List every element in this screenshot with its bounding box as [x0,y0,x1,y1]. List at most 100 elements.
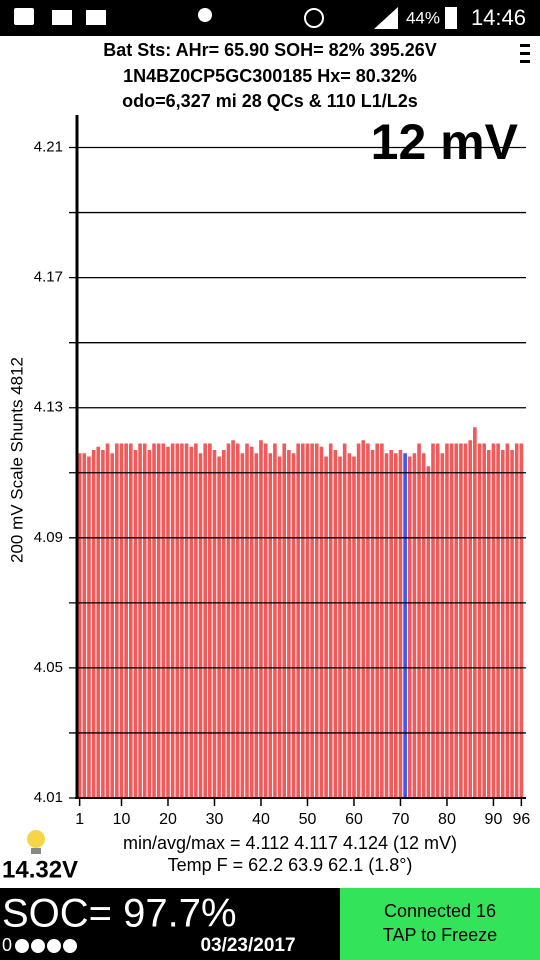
bar [156,443,161,798]
bar [333,449,338,798]
bar [77,453,82,798]
bar [133,449,138,798]
header-line: Bat Sts: AHr= 65.90 SOH= 82% 395.26V [103,40,437,60]
bar [240,453,245,798]
bar [263,443,268,798]
bar [431,443,435,798]
bar [152,443,156,798]
bar [245,443,249,798]
bar [319,446,324,798]
bar [124,443,128,798]
bar [361,440,366,798]
plot: 4.01 4.05 4.09 4.13 4.17 4.21 1 10 20 30 40 50 60 70 8… [34,115,530,828]
freeze-button[interactable] [340,888,540,960]
bar [282,443,287,798]
y-axis-label: 200 mV Scale Shunts 4812 [7,357,26,563]
bar [342,443,347,798]
bar [314,443,319,798]
bar [138,443,142,798]
x-tick-label: 70 [392,811,410,828]
status-text: TAP to Freeze [383,925,497,945]
bar [170,443,175,798]
y-tick-label: 4.01 [34,789,63,806]
bar [268,453,273,798]
bar [398,449,403,798]
clock: 14:46 [471,5,526,30]
bar [161,443,166,798]
y-tick-label: 4.21 [34,138,63,155]
bar [454,443,459,798]
menu-icon[interactable] [520,44,530,63]
bar [505,443,510,798]
bar [449,443,454,798]
bar [496,443,500,798]
bar [175,443,180,798]
x-tick-label: 1 [75,811,84,828]
bar [287,449,291,798]
bar [338,456,342,798]
bar [477,443,482,798]
bar [249,446,254,798]
scale-label: 12 mV [371,114,519,170]
bar [366,443,370,798]
y-tick-label: 4.17 [34,269,63,286]
x-tick-label: 10 [113,811,131,828]
bar [500,449,505,798]
bar [184,443,189,798]
bar [208,443,212,798]
bar [180,443,184,798]
bar [514,443,519,798]
bar [142,443,147,798]
soc: SOC= 97.7% [2,892,237,936]
x-tick-label: 20 [159,811,177,828]
bar [440,453,445,798]
bar [217,456,221,798]
bar [101,449,105,798]
bar [403,453,407,798]
bar [87,456,91,798]
bar [324,456,328,798]
x-tick-label: 60 [345,811,363,828]
header-line: odo=6,327 mi 28 QCs & 110 L1/L2s [122,91,418,111]
stats: min/avg/max = 4.112 4.117 4.124 (12 mV) [123,833,457,853]
status-icons [14,7,457,29]
bar [96,446,101,798]
x-tick-label: 80 [438,811,456,828]
battery-percent: 44% [406,8,440,27]
bar [468,440,473,798]
bar [384,453,389,798]
bar [482,443,486,798]
bar [417,443,421,798]
bar [519,443,524,798]
bar [212,449,217,798]
bar [370,449,375,798]
status-bar [0,0,540,36]
x-tick-label: 90 [485,811,503,828]
bar [254,453,259,798]
bar [277,456,282,798]
bar [491,443,496,798]
bar [291,453,296,798]
bar [473,427,477,798]
bar [389,449,393,798]
temperature: Temp F = 62.2 63.9 62.1 (1.8°) [168,855,413,875]
bar [259,440,263,798]
bar [115,443,119,798]
bar [426,466,431,798]
x-tick-label: 40 [252,811,270,828]
bulb-icon [27,830,45,854]
x-tick-label: 30 [206,811,224,828]
bar [105,443,110,798]
bar [91,449,96,798]
bar [356,443,361,798]
bar [375,443,380,798]
bar [412,453,417,798]
bar [203,443,207,798]
bar [194,443,198,798]
bar [310,443,314,798]
bar [166,446,170,798]
bar [110,453,115,798]
bar [189,446,194,798]
bar [407,456,412,798]
